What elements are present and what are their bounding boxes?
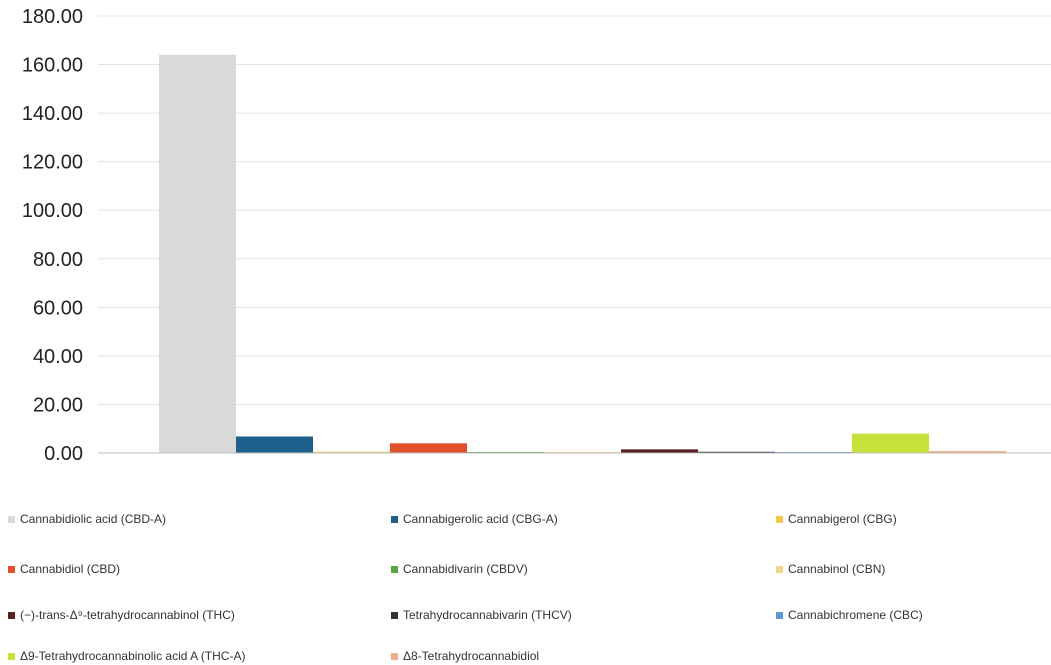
- bar: [621, 449, 698, 453]
- legend-item: Cannabigerol (CBG): [776, 512, 897, 526]
- y-tick-label: 160.00: [22, 55, 83, 77]
- legend-label: Tetrahydrocannabivarin (THCV): [403, 608, 572, 622]
- legend-item: Cannabigerolic acid (CBG-A): [391, 512, 558, 526]
- legend-label: Δ8-Tetrahydrocannabidiol: [403, 649, 540, 663]
- legend-label: Cannabinol (CBN): [788, 562, 886, 576]
- legend-label: Cannabidiol (CBD): [20, 562, 121, 576]
- y-tick-label: 180.00: [22, 6, 83, 28]
- bars: [159, 54, 1006, 453]
- bar: [159, 54, 236, 453]
- legend-swatch: [8, 611, 15, 619]
- bar: [313, 451, 390, 453]
- legend-item: Δ8-Tetrahydrocannabidiol: [391, 649, 539, 663]
- legend-item: Cannabichromene (CBC): [776, 608, 923, 622]
- legend-label: Cannabidiolic acid (CBD-A): [20, 512, 167, 526]
- legend-swatch: [776, 565, 783, 573]
- legend-item: Cannabinol (CBN): [776, 562, 885, 576]
- legend-label: Cannabigerol (CBG): [788, 512, 897, 526]
- gridlines: [98, 15, 1051, 405]
- bar: [852, 433, 929, 453]
- bar: [236, 436, 313, 453]
- legend-swatch: [391, 515, 398, 523]
- bar-chart: 0.00 20.00 40.00 60.00 80.00 100.00 120.00 140.…: [22, 6, 1051, 465]
- legend-swatch: [391, 611, 398, 619]
- legend-swatch: [8, 652, 15, 660]
- bar: [929, 451, 1006, 453]
- y-tick-label: 80.00: [33, 249, 83, 271]
- y-tick-label: 100.00: [22, 200, 83, 222]
- y-tick-label: 120.00: [22, 152, 83, 174]
- legend-item: (−)-trans-Δ⁹-tetrahydrocannabinol (THC): [8, 608, 235, 622]
- bar: [390, 443, 467, 453]
- legend-swatch: [776, 611, 783, 619]
- y-tick-label: 60.00: [33, 297, 83, 319]
- legend-item: Δ9-Tetrahydrocannabinolic acid A (THC-A): [8, 649, 245, 663]
- legend-item: Cannabidivarin (CBDV): [391, 562, 528, 576]
- legend-swatch: [391, 565, 398, 573]
- legend-swatch: [8, 565, 15, 573]
- legend-label: Cannabidivarin (CBDV): [403, 562, 528, 576]
- bar: [698, 451, 775, 453]
- y-axis-ticks: 0.00 20.00 40.00 60.00 80.00 100.00 120.00 140.…: [22, 6, 83, 465]
- legend-item: Tetrahydrocannabivarin (THCV): [391, 608, 572, 622]
- y-tick-label: 40.00: [33, 346, 83, 368]
- legend-label: Δ9-Tetrahydrocannabinolic acid A (THC-A): [20, 649, 246, 663]
- legend-label: Cannabigerolic acid (CBG-A): [403, 512, 558, 526]
- legend: Cannabidiolic acid (CBD-A) Cannabigerolic…: [0, 498, 1051, 665]
- chart-area: 0.00 20.00 40.00 60.00 80.00 100.00 120.00 140.…: [22, 6, 1051, 465]
- legend-swatch: [391, 652, 398, 660]
- legend-swatch: [8, 515, 15, 523]
- y-tick-label: 0.00: [44, 443, 83, 465]
- legend-label: (−)-trans-Δ⁹-tetrahydrocannabinol (THC): [20, 608, 235, 622]
- legend-item: Cannabidiolic acid (CBD-A): [8, 512, 166, 526]
- legend-label: Cannabichromene (CBC): [788, 608, 923, 622]
- legend-item: Cannabidiol (CBD): [8, 562, 120, 576]
- legend-swatch: [776, 515, 783, 523]
- y-tick-label: 140.00: [22, 103, 83, 125]
- y-tick-label: 20.00: [33, 394, 83, 416]
